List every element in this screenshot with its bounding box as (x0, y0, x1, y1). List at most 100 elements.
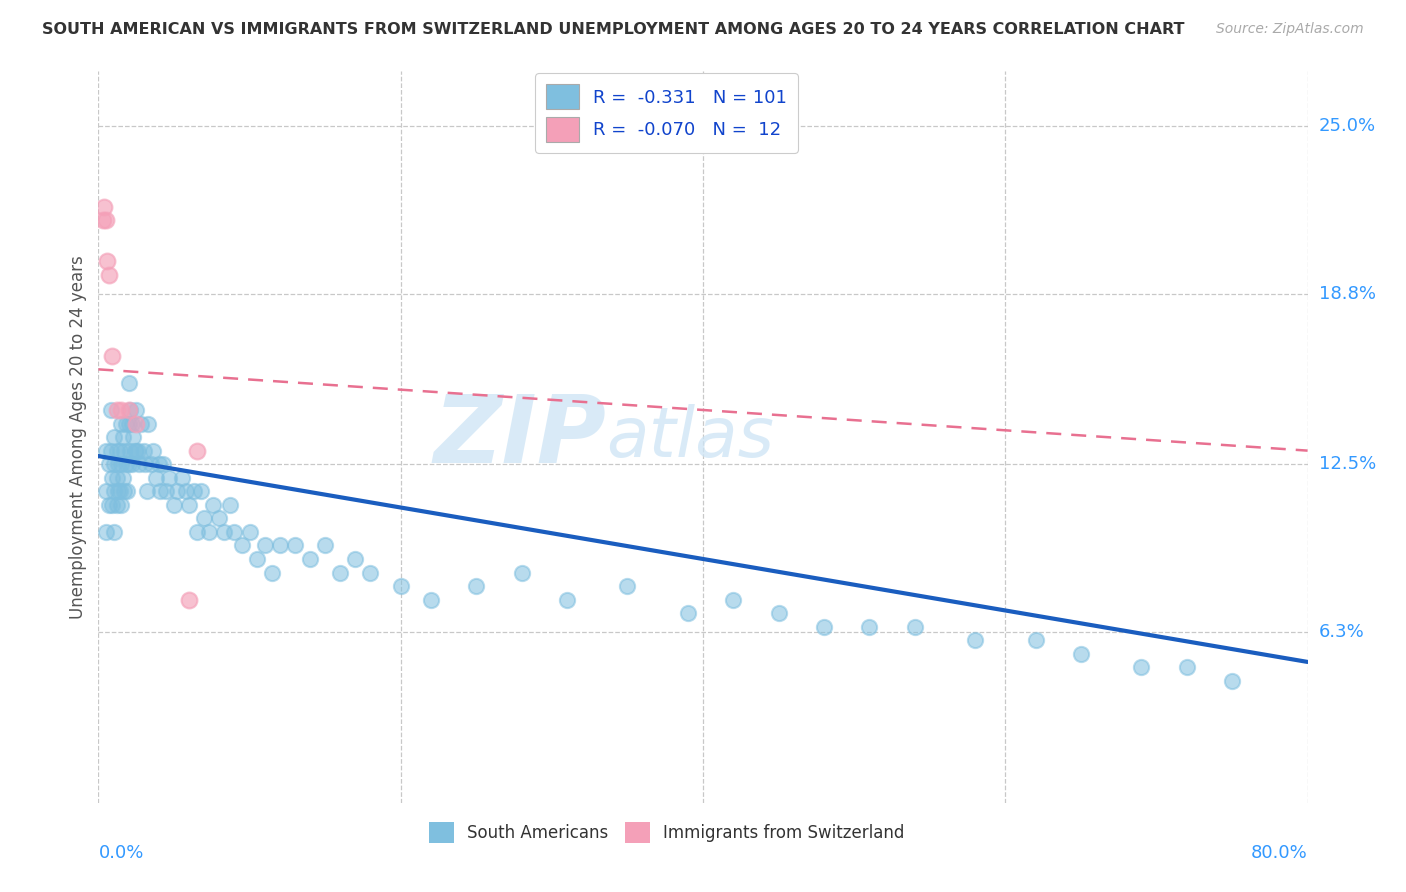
Point (110, 498, 132, 512)
Point (284, 538, 307, 552)
Point (904, 620, 927, 634)
Point (136, 417, 159, 431)
Point (108, 484, 131, 499)
Point (134, 457, 156, 471)
Point (555, 592, 578, 607)
Point (120, 403, 142, 417)
Point (108, 443, 131, 458)
Point (101, 471, 124, 485)
Point (197, 524, 219, 539)
Point (105, 443, 128, 458)
Point (179, 592, 201, 607)
Point (98, 268, 121, 282)
Legend: South Americans, Immigrants from Switzerland: South Americans, Immigrants from Switzer… (422, 815, 911, 849)
Point (115, 484, 138, 499)
Point (208, 511, 231, 525)
Point (212, 524, 235, 539)
Point (94, 443, 117, 458)
Point (616, 579, 638, 593)
Point (813, 620, 835, 634)
Point (360, 566, 382, 580)
Point (768, 606, 790, 620)
Point (101, 349, 124, 363)
Point (858, 620, 880, 634)
Point (107, 484, 129, 499)
Text: 18.8%: 18.8% (1319, 285, 1375, 302)
Point (111, 471, 134, 485)
Point (111, 430, 134, 444)
Point (1130, 660, 1153, 674)
Point (120, 443, 142, 458)
Point (224, 524, 246, 539)
Text: 25.0%: 25.0% (1319, 117, 1376, 135)
Point (329, 566, 352, 580)
Point (269, 538, 291, 552)
Point (152, 457, 174, 471)
Y-axis label: Unemployment Among Ages 20 to 24 years: Unemployment Among Ages 20 to 24 years (69, 255, 87, 619)
Text: SOUTH AMERICAN VS IMMIGRANTS FROM SWITZERLAND UNEMPLOYMENT AMONG AGES 20 TO 24 Y: SOUTH AMERICAN VS IMMIGRANTS FROM SWITZE… (42, 22, 1185, 37)
Point (94, 524, 117, 539)
Point (231, 538, 253, 552)
Point (100, 403, 122, 417)
Point (105, 403, 128, 417)
Point (110, 457, 132, 471)
Point (98, 498, 121, 512)
Point (128, 457, 150, 471)
Point (124, 443, 146, 458)
Point (1024, 633, 1046, 648)
Point (170, 471, 193, 485)
Point (183, 484, 205, 499)
Point (155, 484, 177, 499)
Point (179, 498, 201, 512)
Point (676, 606, 699, 620)
Point (186, 524, 208, 539)
Point (125, 443, 148, 458)
Point (114, 457, 136, 471)
Point (118, 376, 141, 390)
Point (389, 579, 412, 593)
Point (122, 430, 145, 444)
Point (510, 566, 533, 580)
Point (1220, 673, 1243, 688)
Point (94, 213, 117, 227)
Point (107, 457, 129, 471)
Point (193, 511, 215, 525)
Point (114, 417, 136, 431)
Point (103, 484, 125, 499)
Point (110, 417, 132, 431)
Point (96, 254, 118, 268)
Point (118, 403, 141, 417)
Point (118, 417, 141, 431)
Point (344, 552, 367, 566)
Point (94, 484, 117, 499)
Point (132, 443, 155, 458)
Point (149, 484, 172, 499)
Text: atlas: atlas (606, 403, 775, 471)
Point (246, 552, 269, 566)
Point (262, 566, 284, 580)
Text: 12.5%: 12.5% (1319, 455, 1376, 473)
Point (314, 538, 336, 552)
Point (465, 579, 488, 593)
Point (1175, 660, 1198, 674)
Point (163, 498, 186, 512)
Point (202, 498, 225, 512)
Point (145, 471, 167, 485)
Text: 6.3%: 6.3% (1319, 624, 1364, 641)
Text: Source: ZipAtlas.com: Source: ZipAtlas.com (1216, 22, 1364, 37)
Text: 0.0%: 0.0% (98, 845, 143, 863)
Point (103, 457, 125, 471)
Point (103, 524, 125, 539)
Point (118, 457, 141, 471)
Point (219, 498, 242, 512)
Point (141, 457, 163, 471)
Point (129, 417, 152, 431)
Point (103, 430, 125, 444)
Point (98, 457, 121, 471)
Point (1070, 647, 1092, 661)
Point (101, 498, 124, 512)
Point (112, 443, 135, 458)
Point (148, 457, 170, 471)
Point (93, 200, 115, 214)
Point (420, 592, 443, 607)
